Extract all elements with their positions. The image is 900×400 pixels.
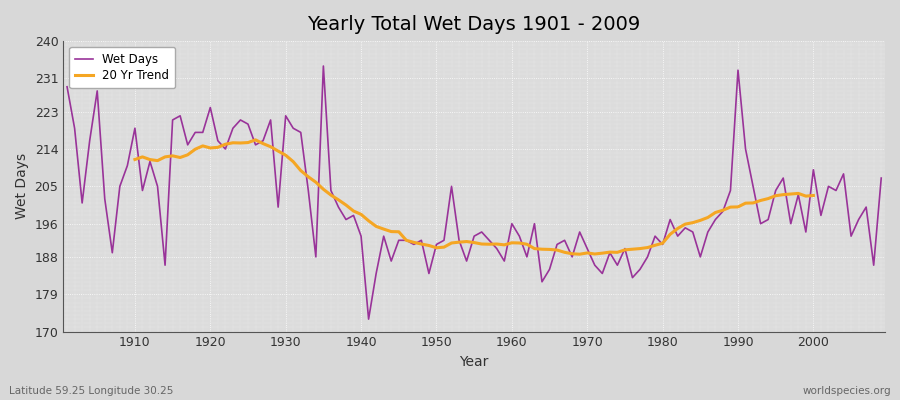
- 20 Yr Trend: [295, 168, 306, 173]
- Wet Days: [876, 176, 886, 180]
- Wet Days: [521, 254, 532, 259]
- 20 Yr Trend: [529, 246, 540, 251]
- Wet Days: [514, 234, 525, 238]
- Wet Days: [318, 64, 328, 68]
- Wet Days: [62, 84, 73, 89]
- Wet Days: [122, 163, 133, 168]
- 20 Yr Trend: [717, 208, 728, 213]
- Wet Days: [612, 263, 623, 268]
- Y-axis label: Wet Days: Wet Days: [15, 153, 29, 220]
- Wet Days: [340, 217, 351, 222]
- Text: worldspecies.org: worldspecies.org: [803, 386, 891, 396]
- 20 Yr Trend: [800, 194, 811, 198]
- 20 Yr Trend: [250, 138, 261, 142]
- Text: Latitude 59.25 Longitude 30.25: Latitude 59.25 Longitude 30.25: [9, 386, 174, 396]
- 20 Yr Trend: [310, 180, 321, 184]
- Line: 20 Yr Trend: 20 Yr Trend: [135, 140, 814, 254]
- X-axis label: Year: Year: [460, 355, 489, 369]
- Title: Yearly Total Wet Days 1901 - 2009: Yearly Total Wet Days 1901 - 2009: [308, 15, 641, 34]
- 20 Yr Trend: [130, 157, 140, 162]
- Wet Days: [288, 126, 299, 131]
- 20 Yr Trend: [808, 193, 819, 198]
- 20 Yr Trend: [574, 252, 585, 256]
- Legend: Wet Days, 20 Yr Trend: Wet Days, 20 Yr Trend: [69, 47, 176, 88]
- 20 Yr Trend: [212, 145, 223, 150]
- Wet Days: [364, 317, 374, 322]
- Line: Wet Days: Wet Days: [68, 66, 881, 319]
